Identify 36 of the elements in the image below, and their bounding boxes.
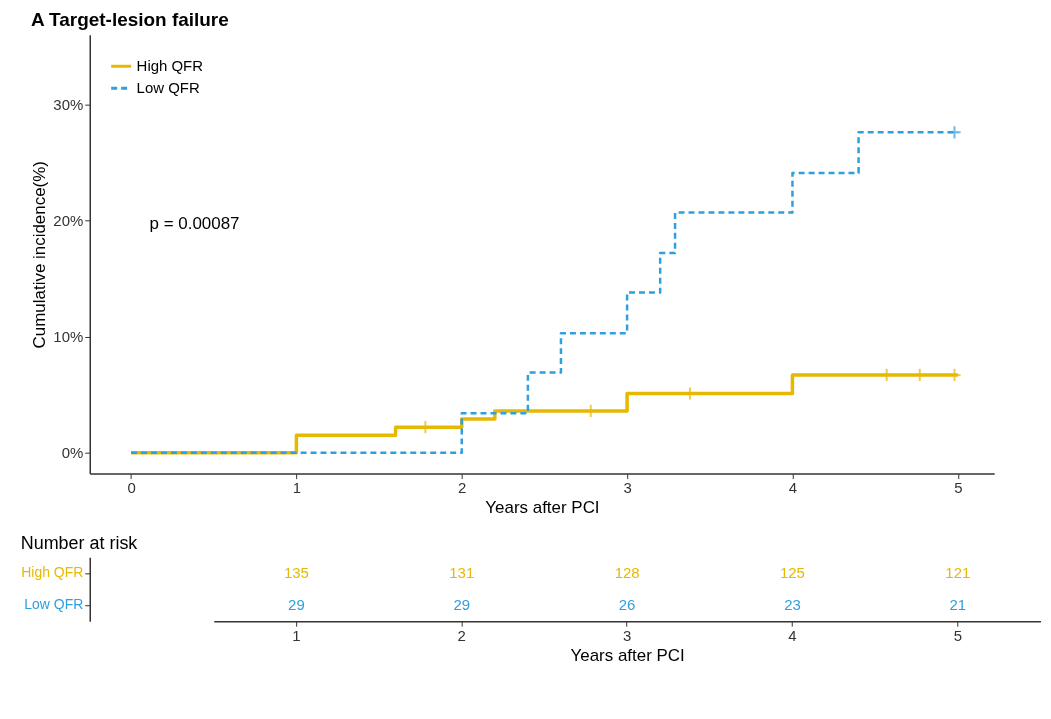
data-label: 29 (453, 596, 471, 614)
y-tick-label: Low QFR (24, 596, 84, 613)
x-tick-label: 3 (622, 626, 632, 644)
x-tick-label: 3 (623, 479, 632, 497)
x-axis-title: Years after PCI (570, 645, 685, 665)
data-label: 131 (449, 564, 475, 582)
y-tick-label: 0% (61, 444, 84, 462)
data-label: 21 (949, 596, 967, 614)
data-label: 29 (288, 596, 305, 614)
legend-label: High QFR (136, 57, 204, 75)
data-label: 23 (784, 596, 801, 614)
legend-label: Low QFR (136, 79, 200, 97)
data-label: 26 (618, 596, 636, 614)
x-tick-label: 2 (458, 479, 467, 497)
x-tick-label: 0 (127, 479, 136, 497)
x-tick-label: 4 (788, 626, 797, 644)
point (947, 125, 962, 140)
y-tick-label: 30% (53, 95, 84, 113)
x-axis-title: Years after PCI (485, 497, 600, 517)
chart-title: A Target-lesion failure (30, 8, 229, 30)
data-label: 135 (283, 564, 309, 582)
y-tick-label: 10% (53, 328, 84, 346)
x-tick-label: 4 (788, 479, 798, 497)
y-tick-label: High QFR (21, 564, 84, 581)
chart-title: Number at risk (20, 533, 138, 554)
x-tick-label: 1 (292, 626, 301, 644)
x-tick-label: 1 (292, 479, 302, 497)
y-tick-label: 20% (53, 212, 84, 230)
data-label: 128 (614, 564, 640, 582)
annotation: p = 0.00087 (149, 214, 240, 234)
x-tick-label: 5 (954, 479, 963, 497)
data-label: 125 (779, 564, 805, 582)
x-tick-label: 5 (953, 626, 962, 644)
x-tick-label: 2 (457, 626, 466, 644)
y-axis-title: Cumulative incidence(%) (30, 161, 50, 349)
data-label: 121 (945, 564, 971, 582)
